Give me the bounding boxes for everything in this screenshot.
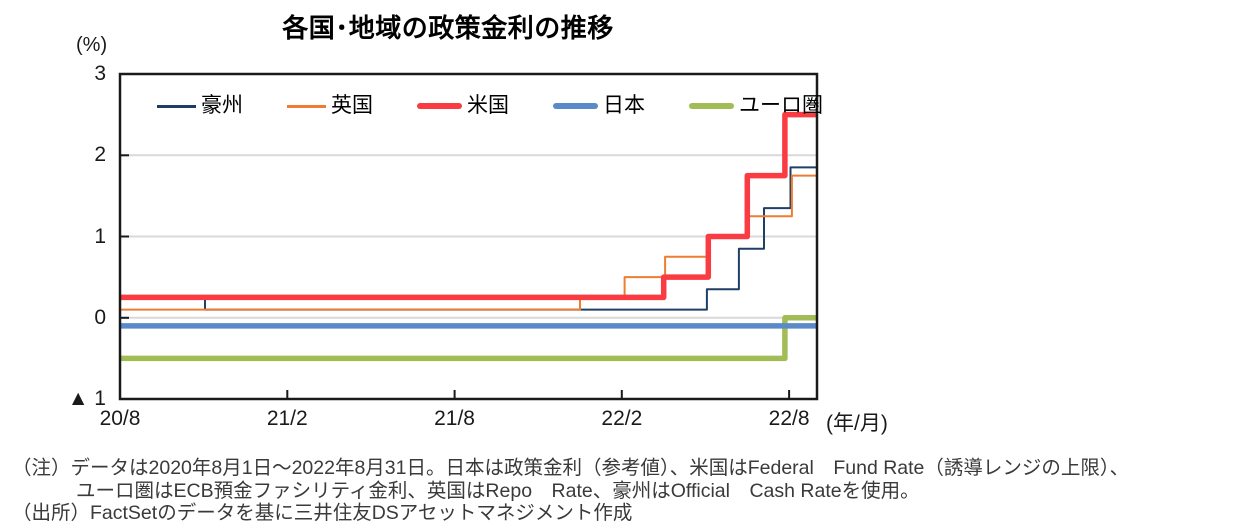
x-tick-label-21-2: 21/2 bbox=[266, 407, 308, 430]
notes-block: （注）データは2020年8月1日～2022年8月31日。日本は政策金利（参考値）… bbox=[12, 457, 1129, 525]
x-axis-unit-label: (年/月) bbox=[826, 412, 888, 435]
legend-item-日本: 日本 bbox=[553, 94, 645, 118]
legend-item-ユーロ圏: ユーロ圏 bbox=[689, 94, 823, 118]
legend-item-米国: 米国 bbox=[417, 94, 509, 118]
legend-label: 英国 bbox=[331, 94, 373, 117]
x-tick-label-21-8: 21/8 bbox=[434, 407, 475, 430]
x-tick-label-22-8: 22/8 bbox=[768, 407, 810, 430]
series-line-米国 bbox=[120, 111, 817, 301]
legend-label: ユーロ圏 bbox=[739, 94, 823, 117]
note-line-3: （出所）FactSetのデータを基に三井住友DSアセットマネジメント作成 bbox=[12, 502, 633, 524]
y-tick-label-3: 3 bbox=[94, 62, 106, 85]
legend-swatch bbox=[689, 103, 734, 109]
legend-swatch bbox=[287, 104, 326, 108]
x-tick-label-20-8: 20/8 bbox=[99, 407, 141, 430]
note-line-2: ユーロ圏はECB預金ファシリティ金利、英国はRepo Rate、豪州はOffic… bbox=[76, 479, 920, 502]
chart-title: 各国･地域の政策金利の推移 bbox=[282, 13, 614, 43]
note-line-1: （注）データは2020年8月1日～2022年8月31日。日本は政策金利（参考値）… bbox=[12, 457, 1130, 479]
y-tick-label--1: ▲ 1 bbox=[67, 387, 106, 410]
legend-label: 米国 bbox=[467, 94, 509, 117]
legend-item-英国: 英国 bbox=[287, 94, 373, 118]
legend-label: 日本 bbox=[603, 94, 645, 117]
legend-swatch bbox=[157, 104, 196, 108]
x-tick-label-22-2: 22/2 bbox=[601, 407, 643, 430]
y-axis-unit-label: (%) bbox=[76, 34, 108, 56]
y-tick-label-2: 2 bbox=[94, 143, 106, 167]
legend-swatch bbox=[553, 103, 598, 109]
legend-label: 豪州 bbox=[201, 94, 243, 117]
legend-item-豪州: 豪州 bbox=[157, 94, 243, 118]
legend-swatch bbox=[417, 103, 462, 109]
y-tick-label-1: 1 bbox=[94, 224, 106, 248]
series-line-豪州 bbox=[120, 166, 817, 311]
legend: 豪州 英国 米国 日本 ユーロ圏 bbox=[157, 94, 823, 118]
series-line-ユーロ圏 bbox=[120, 315, 817, 362]
y-tick-label-0: 0 bbox=[94, 305, 106, 329]
